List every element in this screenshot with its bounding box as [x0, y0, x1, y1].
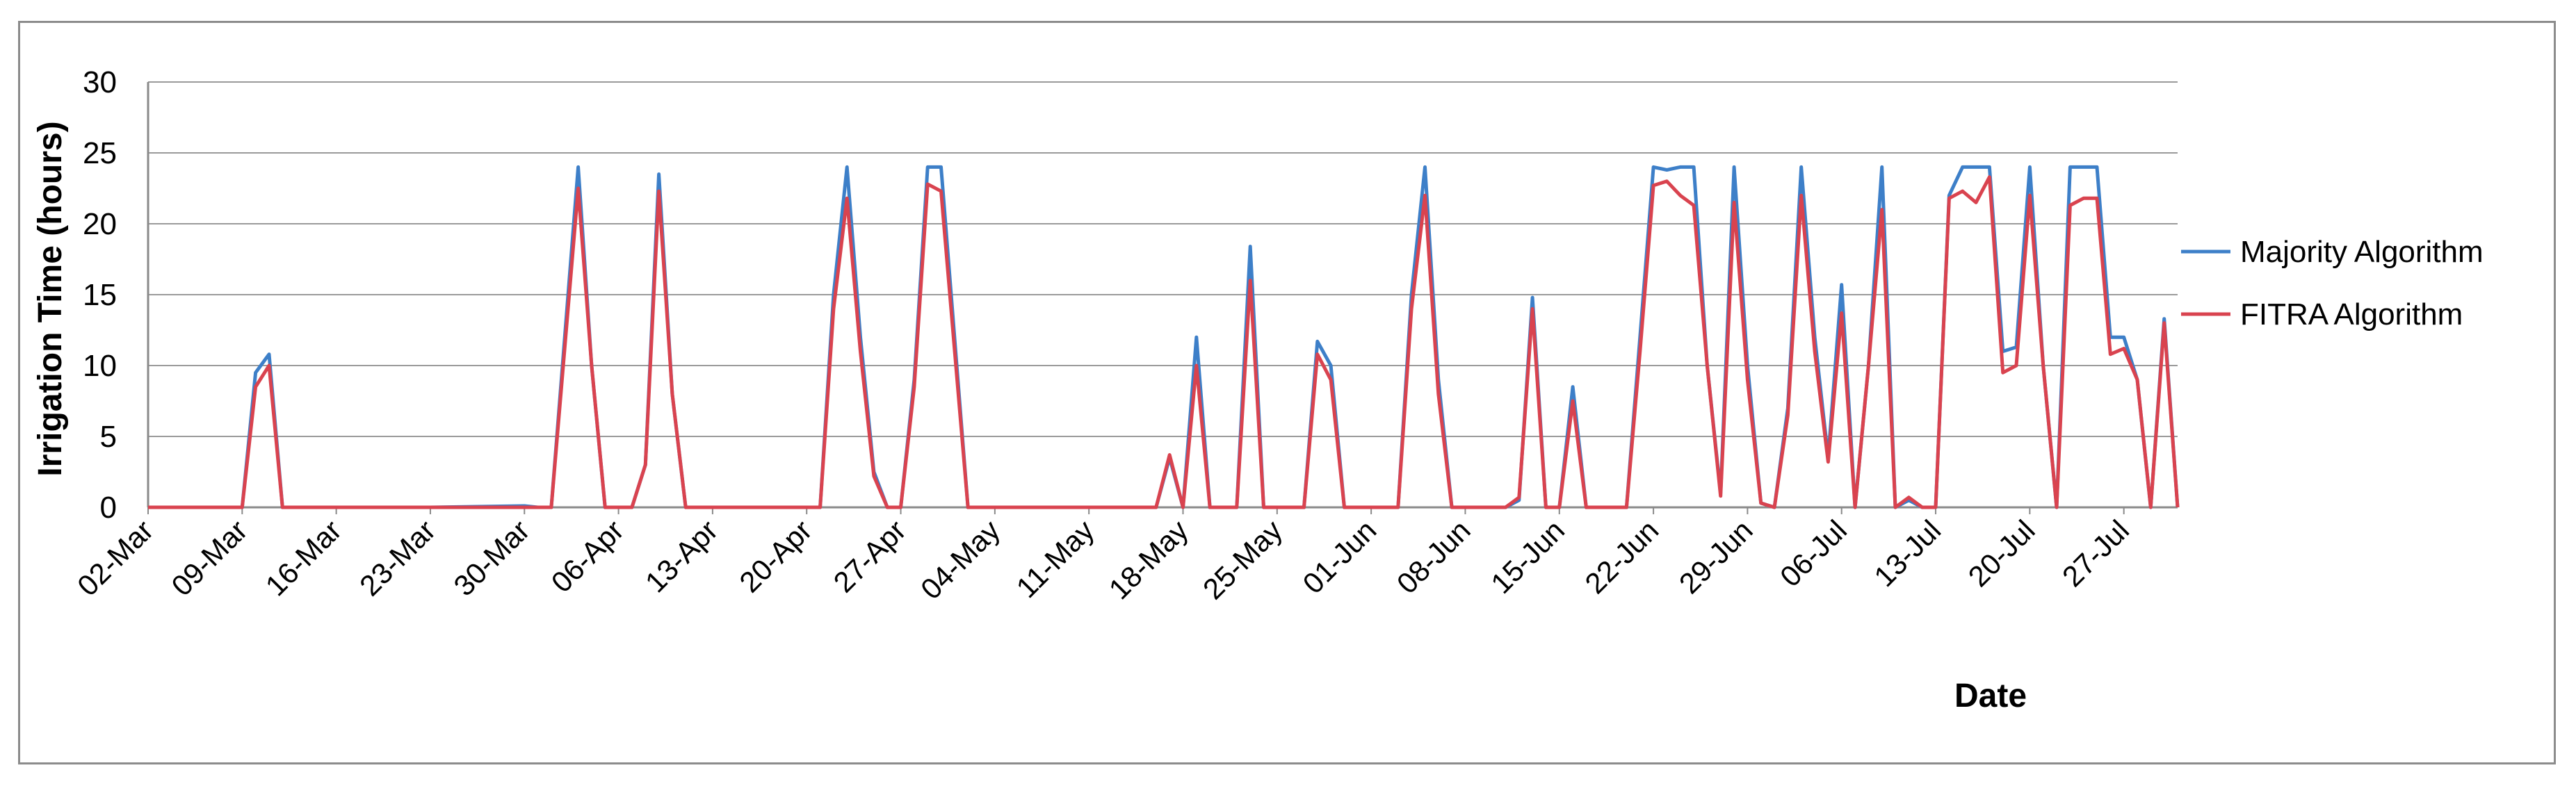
x-tick-label: 06-Apr: [545, 514, 630, 598]
y-tick-label: 20: [83, 207, 117, 241]
x-tick-label: 16-Mar: [259, 514, 348, 602]
x-tick-label: 09-Mar: [165, 514, 253, 602]
y-axis-ticks: 0 5 10 15 20 25 30: [83, 65, 117, 525]
x-tick-label: 04-May: [914, 514, 1006, 605]
x-tick-label: 01-Jun: [1296, 514, 1382, 600]
y-tick-label: 15: [83, 278, 117, 312]
x-axis-ticks: 02-Mar 09-Mar 16-Mar 23-Mar 30-Mar 06-Apr 13-A…: [71, 507, 2135, 605]
x-tick-label: 20-Jul: [1962, 514, 2041, 593]
x-tick-label: 23-Mar: [353, 514, 442, 602]
x-tick-label: 02-Mar: [71, 514, 159, 602]
x-tick-label: 27-Jul: [2056, 514, 2135, 593]
x-tick-label: 30-Mar: [447, 514, 535, 602]
x-axis-title: Date: [1954, 678, 2027, 714]
y-tick-label: 5: [100, 420, 117, 454]
legend: Majority Algorithm FITRA Algorithm: [2181, 235, 2484, 331]
y-tick-label: 10: [83, 349, 117, 383]
x-tick-label: 27-Apr: [827, 514, 912, 598]
x-tick-label: 25-May: [1197, 514, 1288, 605]
y-axis-title: Irrigation Time (hours): [32, 121, 69, 476]
legend-label: Majority Algorithm: [2240, 235, 2484, 269]
x-tick-label: 20-Apr: [733, 514, 818, 598]
x-tick-label: 13-Jul: [1868, 514, 1947, 593]
series-lines: [148, 165, 2180, 509]
x-tick-label: 15-Jun: [1484, 514, 1571, 600]
y-tick-label: 30: [83, 65, 117, 99]
x-tick-label: 11-May: [1010, 514, 1100, 604]
x-tick-label: 06-Jul: [1774, 514, 1853, 593]
x-tick-label: 13-Apr: [639, 514, 724, 598]
y-tick-label: 25: [83, 136, 117, 170]
series-line-majority: [148, 165, 2180, 509]
legend-label: FITRA Algorithm: [2240, 297, 2463, 331]
series-line-fitra: [148, 175, 2180, 509]
x-tick-label: 08-Jun: [1391, 514, 1477, 600]
y-tick-label: 0: [100, 491, 117, 525]
x-tick-label: 29-Jun: [1673, 514, 1759, 600]
x-tick-label: 18-May: [1103, 514, 1194, 605]
chart-frame: [18, 21, 2556, 764]
x-tick-label: 22-Jun: [1578, 514, 1664, 600]
